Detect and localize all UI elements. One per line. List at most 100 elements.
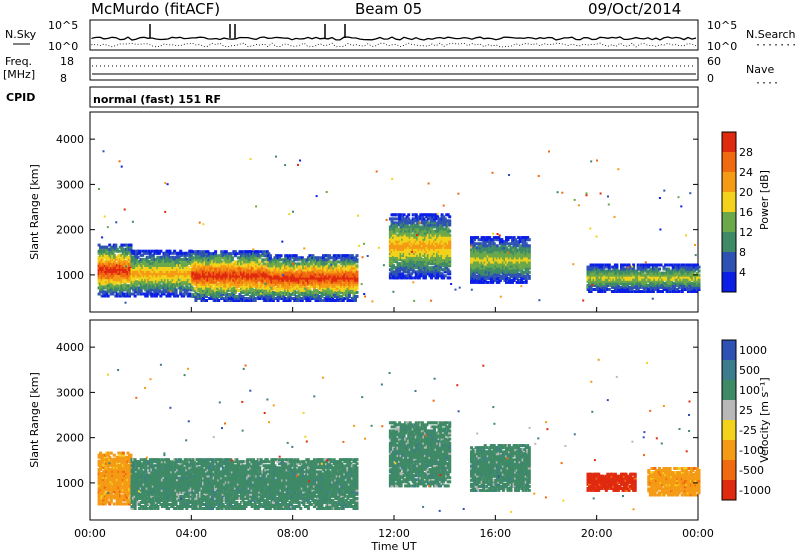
data-cell xyxy=(230,264,234,268)
data-cell xyxy=(252,258,256,262)
data-cell xyxy=(105,245,109,249)
data-cell xyxy=(183,288,187,292)
data-cell xyxy=(168,282,172,286)
data-cell xyxy=(168,249,172,253)
data-cell xyxy=(511,252,514,256)
data-cell xyxy=(426,241,430,245)
data-cell xyxy=(316,288,319,292)
data-cell xyxy=(521,242,525,246)
data-cell xyxy=(278,256,281,260)
data-cell xyxy=(414,215,418,219)
data-cell xyxy=(473,246,476,250)
data-cell xyxy=(388,258,392,262)
data-cell xyxy=(428,272,432,276)
data-cell xyxy=(495,264,499,268)
data-cell xyxy=(130,259,134,263)
data-cell xyxy=(221,256,225,260)
data-cell xyxy=(404,217,408,221)
data-cell xyxy=(500,238,504,242)
data-cell xyxy=(419,250,423,253)
data-cell xyxy=(159,294,163,298)
data-cell xyxy=(290,264,294,268)
data-cell xyxy=(126,245,130,249)
data-cell xyxy=(343,280,347,284)
data-cell xyxy=(498,276,502,280)
data-cell xyxy=(419,225,423,229)
data-cell xyxy=(396,266,400,270)
data-cell xyxy=(218,256,222,260)
data-cell xyxy=(293,270,297,274)
data-cell xyxy=(322,299,326,302)
data-cell xyxy=(135,284,139,288)
data-cell xyxy=(520,278,524,282)
data-cell xyxy=(108,284,112,288)
data-cell xyxy=(483,276,487,280)
data-cell xyxy=(428,221,432,225)
data-cell xyxy=(183,259,187,263)
data-cell xyxy=(305,270,309,274)
data-cell xyxy=(392,274,395,278)
data-cell xyxy=(130,264,134,267)
data-cell xyxy=(261,284,265,288)
data-cell xyxy=(115,255,119,259)
data-cell xyxy=(405,223,409,227)
data-cell xyxy=(123,251,127,255)
data-cell xyxy=(236,262,240,266)
data-cell xyxy=(388,247,392,251)
data-cell xyxy=(129,253,133,257)
data-cell xyxy=(439,266,443,270)
data-cell xyxy=(144,284,148,288)
data-cell xyxy=(350,256,354,260)
data-cell xyxy=(407,213,411,217)
data-cell xyxy=(176,284,180,288)
data-cell xyxy=(343,266,347,270)
data-cell xyxy=(511,274,514,278)
data-cell xyxy=(411,243,415,247)
data-cell xyxy=(526,258,530,262)
data-cell xyxy=(185,282,189,286)
data-cell xyxy=(297,270,301,274)
data-cell xyxy=(205,264,208,268)
data-cell xyxy=(123,268,127,271)
data-cell xyxy=(168,251,172,255)
data-cell xyxy=(274,264,278,268)
data-cell xyxy=(267,278,271,282)
data-cell xyxy=(312,276,316,280)
data-cell xyxy=(267,264,271,268)
data-cell xyxy=(176,276,180,280)
nave-legend-line: ···· xyxy=(755,78,779,89)
data-cell xyxy=(250,250,254,254)
data-cell xyxy=(114,290,118,294)
data-cell xyxy=(426,235,430,239)
data-cell xyxy=(473,248,476,252)
data-cell xyxy=(411,252,415,255)
data-cell xyxy=(503,260,507,264)
data-cell xyxy=(442,227,446,231)
data-cell xyxy=(317,262,321,266)
data-cell xyxy=(395,225,398,229)
data-cell xyxy=(482,280,486,284)
data-cell xyxy=(416,264,420,268)
data-cell xyxy=(259,278,263,282)
data-cell xyxy=(428,217,432,221)
data-cell xyxy=(411,227,415,231)
data-cell xyxy=(305,260,309,264)
data-cell xyxy=(145,290,149,294)
data-cell xyxy=(205,256,208,260)
data-cell xyxy=(123,259,127,263)
data-cell xyxy=(205,299,208,302)
data-cell xyxy=(305,288,309,292)
data-cell xyxy=(212,292,216,296)
data-cell xyxy=(220,295,224,298)
data-cell xyxy=(480,248,484,252)
data-cell xyxy=(205,295,208,298)
data-cell xyxy=(221,286,225,290)
data-cell xyxy=(138,280,142,284)
data-cell xyxy=(350,284,354,288)
data-cell xyxy=(495,238,499,242)
data-cell xyxy=(214,280,218,284)
data-cell xyxy=(208,290,212,294)
data-cell xyxy=(517,264,521,268)
data-cell xyxy=(443,270,447,274)
data-cell xyxy=(443,268,447,272)
